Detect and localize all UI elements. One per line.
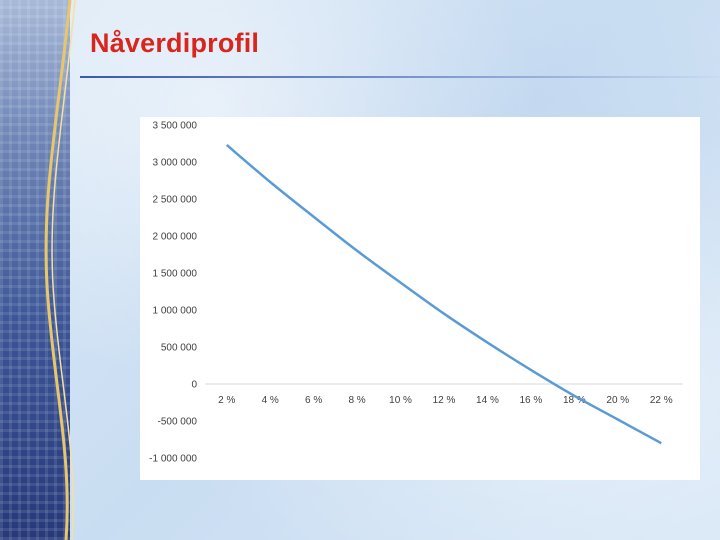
x-tick-label: 10 % <box>389 395 412 406</box>
y-tick-label: 1 500 000 <box>153 269 198 280</box>
y-tick-label: 1 000 000 <box>153 306 198 317</box>
x-tick-label: 12 % <box>433 395 456 406</box>
title-underline <box>80 76 720 78</box>
y-tick-label: 3 000 000 <box>153 158 198 169</box>
y-tick-label: 500 000 <box>161 343 198 354</box>
x-tick-label: 22 % <box>650 395 673 406</box>
x-tick-label: 20 % <box>606 395 629 406</box>
decorative-gold-curve <box>44 0 76 540</box>
x-tick-label: 16 % <box>520 395 543 406</box>
x-tick-label: 14 % <box>476 395 499 406</box>
y-tick-label: -1 000 000 <box>149 454 197 465</box>
npv-profile-chart: 3 500 000 3 000 000 2 500 000 2 000 000 1 50… <box>149 121 683 465</box>
y-tick-label: 2 500 000 <box>153 195 198 206</box>
x-tick-label: 8 % <box>348 395 365 406</box>
slide-title: Nåverdiprofil <box>90 28 260 58</box>
x-tick-label: 4 % <box>262 395 279 406</box>
y-tick-label: -500 000 <box>158 417 198 428</box>
chart-area: 3 500 000 3 000 000 2 500 000 2 000 000 1 50… <box>140 117 700 480</box>
y-tick-label: 2 000 000 <box>153 232 198 243</box>
y-tick-label: 0 <box>191 380 197 391</box>
x-tick-label: 18 % <box>563 395 586 406</box>
x-tick-label: 6 % <box>305 395 322 406</box>
x-tick-label: 2 % <box>218 395 235 406</box>
y-tick-label: 3 500 000 <box>153 121 198 132</box>
